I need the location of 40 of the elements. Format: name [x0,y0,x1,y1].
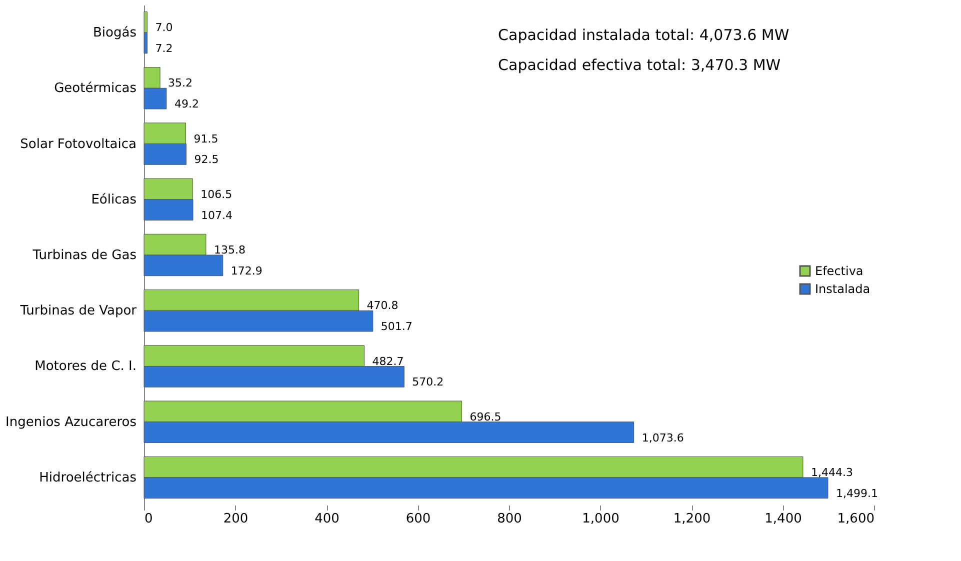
x-tick-label: 1,200 [673,512,711,526]
data-label: 49.2 [174,98,199,111]
annotation: Capacidad efectiva total: 3,470.3 MW [498,56,781,74]
data-label: 35.2 [168,76,193,90]
data-label: 7.0 [155,21,173,34]
data-label: 7.2 [155,42,173,55]
annotation: Capacidad instalada total: 4,073.6 MW [498,26,790,44]
y-tick-label: Biogás [93,26,137,41]
data-label: 107.4 [201,208,232,222]
y-tick-label: Turbinas de Gas [32,248,137,263]
y-tick-label: Hidroeléctricas [39,470,137,486]
x-tick-label: 1,600 [837,512,874,526]
y-tick-label: Motores de C. I. [34,359,136,374]
legend-label: Instalada [815,282,870,296]
x-tick-label: 0 [144,512,153,526]
y-tick-label: Solar Fotovoltaica [20,136,136,152]
data-label: 1,444.3 [810,466,853,480]
y-tick-label: Eólicas [91,192,137,208]
data-label: 501.7 [380,320,412,334]
data-label: 470.8 [366,299,398,312]
x-tick-label: 400 [314,512,340,526]
x-tick-label: 1,000 [582,512,620,526]
data-label: 696.5 [470,410,502,424]
data-label: 1,073.6 [642,431,684,444]
data-label: 135.8 [214,244,246,257]
y-tick-label: Geotérmicas [54,81,137,96]
data-label: 106.5 [200,188,232,201]
x-tick-label: 800 [497,512,522,526]
y-tick-label: Ingenios Azucareros [6,414,137,430]
x-tick-label: 600 [406,512,431,526]
data-label: 92.5 [194,153,219,166]
data-label: 570.2 [412,376,444,389]
data-label: 91.5 [194,132,218,146]
y-tick-label: Turbinas de Vapor [19,304,138,319]
x-tick-label: 1,400 [764,512,802,526]
data-label: 172.9 [230,264,262,278]
data-label: 1,499.1 [836,486,878,500]
legend-label: Efectiva [815,264,864,278]
data-label: 482.7 [372,354,404,368]
x-tick-label: 200 [223,512,248,526]
